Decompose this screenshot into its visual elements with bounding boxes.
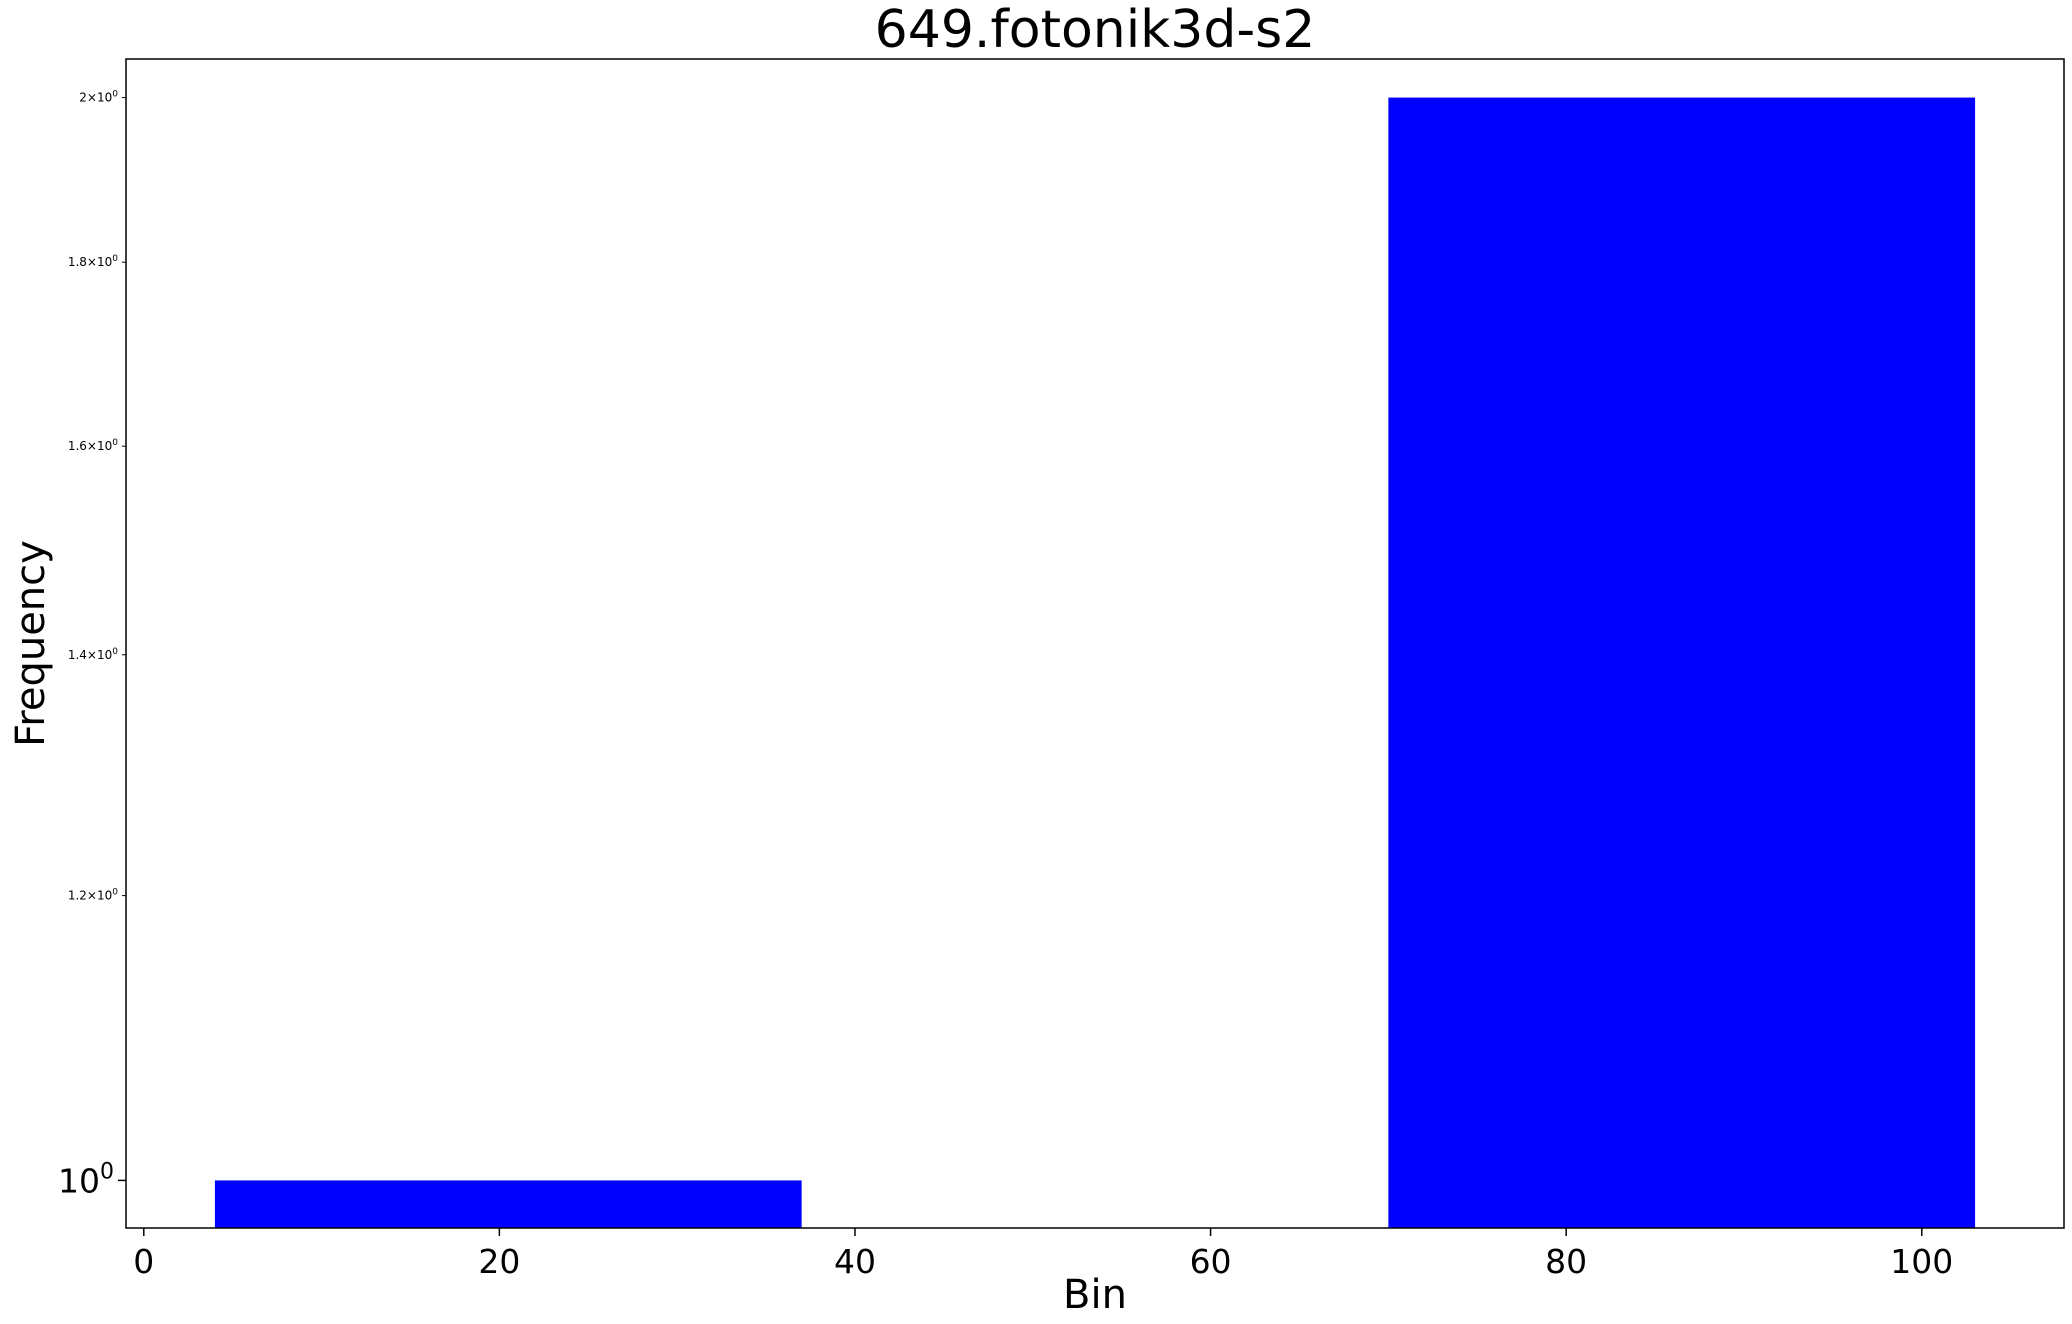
x-axis-label: Bin xyxy=(1063,1272,1127,1318)
y-tick-label: 2×100 xyxy=(79,90,118,105)
ticks-layer: 0 20 40 60 80 100 100 1.2×100 1.4×100 1.6×100 1.8×… xyxy=(58,90,1953,1281)
x-tick-label: 80 xyxy=(1545,1242,1587,1281)
chart-title: 649.fotonik3d-s2 xyxy=(875,0,1316,60)
x-tick-label: 40 xyxy=(834,1242,876,1281)
bars-layer xyxy=(214,97,1976,1228)
x-tick-label: 60 xyxy=(1190,1242,1232,1281)
y-tick-label: 1.4×100 xyxy=(68,647,118,662)
y-tick-label: 1.6×100 xyxy=(68,438,118,453)
histogram-bar xyxy=(214,1180,802,1228)
histogram-bar xyxy=(1388,97,1976,1228)
y-tick-label: 100 xyxy=(58,1159,114,1200)
y-tick-label: 1.8×100 xyxy=(68,254,118,269)
x-tick-label: 0 xyxy=(133,1242,154,1281)
x-tick-label: 100 xyxy=(1890,1242,1953,1281)
y-axis-label: Frequency xyxy=(8,540,54,747)
y-tick-label: 1.2×100 xyxy=(68,888,118,903)
x-tick-label: 20 xyxy=(478,1242,520,1281)
plot-area-frame xyxy=(125,58,2065,1229)
